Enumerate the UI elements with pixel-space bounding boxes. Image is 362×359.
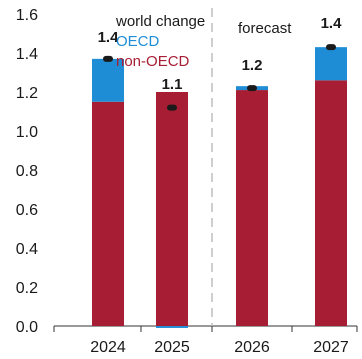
bar-non-oecd-2024 — [92, 101, 124, 326]
y-tick-label: 1.2 — [16, 85, 38, 102]
bar-oecd-2025 — [156, 326, 188, 328]
y-tick-label: 1.0 — [16, 124, 38, 141]
legend-oecd: OECD — [116, 33, 160, 50]
y-axis-ticks: 0.0 0.2 0.4 0.6 0.8 1.0 1.2 1.4 1.6 — [16, 7, 38, 336]
bar-oecd-2027 — [315, 47, 347, 81]
x-tick-label: 2025 — [154, 339, 190, 356]
x-axis-labels: 2024 2025 2026 2027 — [90, 339, 349, 356]
x-tick-label: 2024 — [90, 339, 126, 356]
x-tick-label: 2026 — [234, 339, 270, 356]
x-tick-label: 2027 — [313, 339, 349, 356]
data-labels: 1.4 1.1 1.2 1.4 — [98, 15, 343, 93]
world-change-marker-2026 — [247, 85, 257, 92]
y-tick-label: 1.4 — [16, 46, 38, 63]
bars — [92, 47, 347, 328]
y-tick-label: 0.4 — [16, 241, 38, 258]
data-label-2024: 1.4 — [98, 29, 120, 46]
bar-non-oecd-2025 — [156, 92, 188, 326]
legend-non-oecd: non-OECD — [116, 53, 190, 70]
forecast-annotation: forecast — [238, 20, 292, 37]
x-axis-tickmarks — [53, 326, 358, 332]
bar-non-oecd-2027 — [315, 80, 347, 326]
data-label-2027: 1.4 — [321, 15, 343, 32]
y-tick-label: 0.6 — [16, 202, 38, 219]
world-change-marker-2024 — [103, 55, 113, 62]
world-change-markers — [103, 44, 336, 111]
y-tick-label: 0.2 — [16, 280, 38, 297]
bar-oecd-2024 — [92, 58, 124, 102]
world-change-marker-2027 — [326, 44, 336, 51]
legend-world-change: world change — [115, 13, 205, 30]
data-label-2025: 1.1 — [162, 76, 183, 93]
data-label-2026: 1.2 — [242, 57, 263, 74]
y-tick-label: 0.8 — [16, 163, 38, 180]
y-tick-label: 1.6 — [16, 7, 38, 24]
y-tick-label: 0.0 — [16, 319, 38, 336]
bar-non-oecd-2026 — [236, 90, 268, 326]
world-change-marker-2025 — [167, 104, 177, 111]
